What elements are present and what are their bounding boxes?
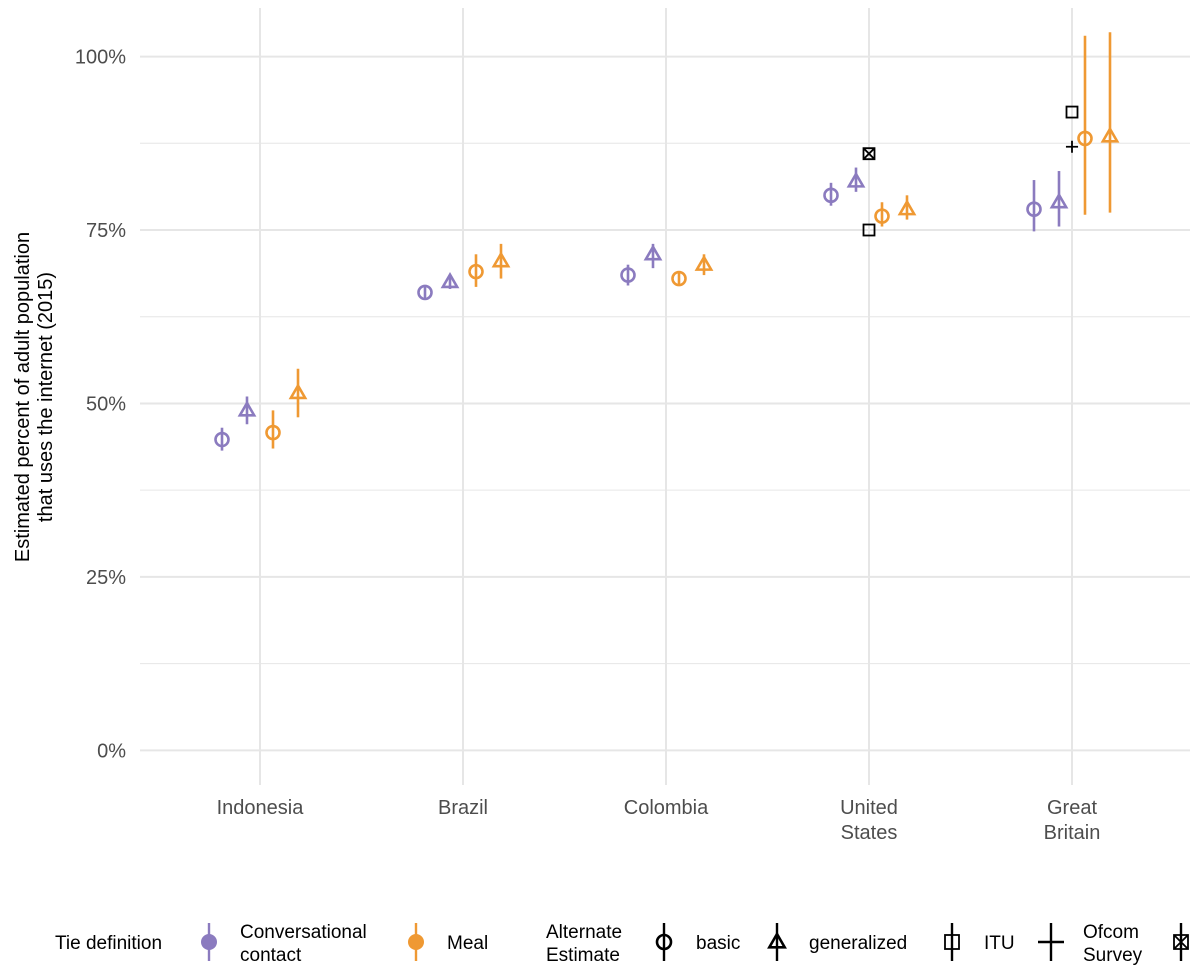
point-conversational-generalized-great_britain [1049,192,1069,209]
y-tick-label: 100% [75,47,126,69]
grid-lines [140,8,1190,785]
y-tick-label: 75% [86,220,126,242]
y-tick-label: 25% [86,567,126,589]
data-marks [214,32,1120,451]
point-meal-basic-brazil [468,263,484,280]
legend: Tie definition Conversational contact Meal A… [55,922,1189,966]
point-meal-generalized-great_britain [1100,126,1120,143]
point-meal-basic-great_britain [1077,130,1093,147]
x-tick-label-indonesia: Indonesia [217,797,305,819]
point-meal-basic-colombia [671,270,687,287]
alt-estimate-other-united_states [862,147,876,161]
point-conversational-basic-united_states [823,187,839,204]
legend-label-generalized: generalized [809,933,907,954]
alt-estimate-itu-great_britain [1065,105,1079,119]
alt-estimate-ofcom-survey-great_britain [1065,140,1079,153]
y-tick-label: 0% [97,740,126,762]
y-axis: 0% 25% 50% 75% 100% [75,47,126,763]
legend-label-meal: Meal [447,933,488,954]
point-conversational-basic-indonesia [214,431,230,448]
x-tick-label-brazil: Brazil [438,797,488,819]
point-conversational-generalized-united_states [846,171,866,188]
x-axis: Indonesia Brazil Colombia United States Great… [217,797,1101,844]
point-conversational-generalized-indonesia [237,400,257,417]
point-meal-generalized-colombia [694,254,714,271]
point-meal-generalized-brazil [491,251,511,268]
point-meal-basic-indonesia [265,424,281,441]
legend-estimate-title: Alternate Estimate [546,922,622,966]
x-tick-label-colombia: Colombia [624,797,709,819]
legend-label-itu: ITU [984,933,1015,954]
legend-key-meal-dot [408,934,424,950]
point-meal-basic-united_states [874,208,890,224]
legend-key-other-shape [1173,934,1189,950]
point-conversational-generalized-brazil [440,272,460,289]
legend-key-conversational-dot [201,934,217,950]
legend-key-itu-shape [944,934,960,950]
point-meal-generalized-indonesia [288,383,308,400]
legend-label-basic: basic [696,933,740,954]
point-conversational-basic-great_britain [1026,201,1042,217]
legend-tie-title: Tie definition [55,933,162,954]
point-conversational-basic-brazil [417,284,433,301]
legend-key-generalized-shape [767,931,787,949]
y-axis-title: Estimated percent of adult populationtha… [12,232,57,562]
point-conversational-generalized-colombia [643,244,663,261]
x-tick-label-great_britain: Great Britain [1044,797,1101,844]
y-axis-title-text: Estimated percent of adult populationtha… [12,232,57,562]
x-tick-label-united_states: United States [840,797,898,844]
legend-label-ofcom-survey: Ofcom Survey [1083,922,1143,966]
legend-label-conversational: Conversational contact [240,922,367,966]
point-conversational-basic-colombia [620,267,636,283]
alt-estimate-itu-united_states [862,223,876,237]
y-tick-label: 50% [86,393,126,415]
legend-key-basic-shape [655,933,673,951]
point-meal-generalized-united_states [897,199,917,216]
